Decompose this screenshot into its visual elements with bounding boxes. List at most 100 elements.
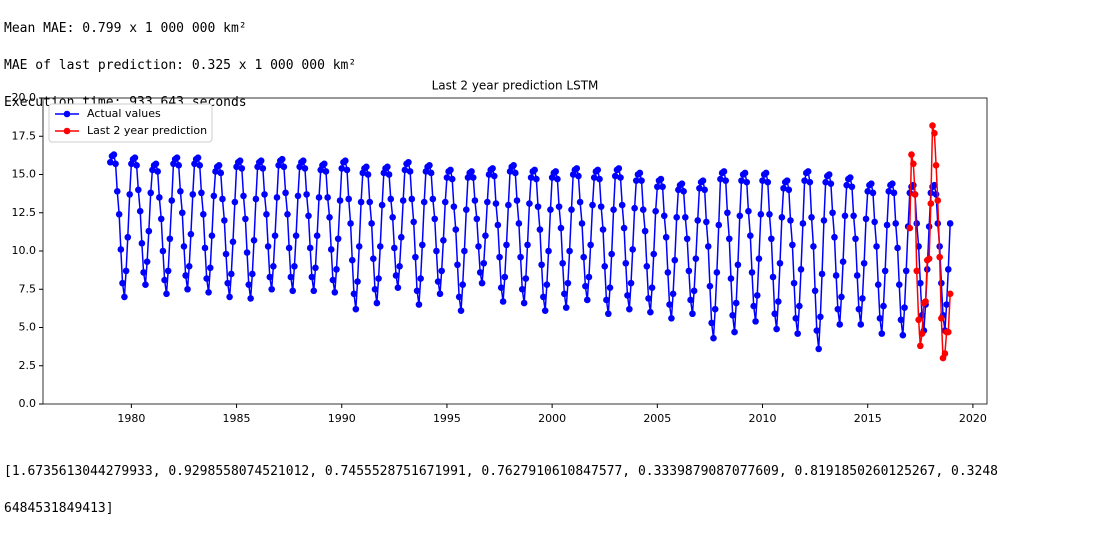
y-tick-label: 5.0 [19, 321, 37, 334]
data-point [457, 307, 465, 314]
data-point [611, 172, 619, 180]
data-point [804, 168, 812, 175]
x-tick-label: 1995 [433, 412, 461, 425]
data-point [375, 275, 382, 282]
legend-label: Last 2 year prediction [87, 124, 207, 137]
data-point [629, 246, 637, 253]
data-point [808, 214, 815, 221]
y-tick-label: 7.5 [19, 282, 37, 295]
data-point [874, 281, 882, 288]
data-point [918, 330, 926, 337]
data-point [880, 302, 887, 310]
data-point [771, 310, 779, 318]
data-point [264, 243, 272, 250]
data-point [259, 165, 267, 172]
data-point [496, 253, 503, 261]
data-point [692, 255, 700, 262]
data-point [708, 319, 715, 327]
data-point [785, 186, 793, 194]
data-point [331, 289, 339, 296]
data-point [829, 209, 836, 217]
data-point [783, 177, 791, 184]
data-point [913, 267, 921, 275]
data-point [292, 232, 300, 239]
data-point [291, 263, 298, 270]
data-point [231, 198, 239, 206]
data-point [881, 267, 889, 275]
data-point [703, 218, 710, 226]
data-point [652, 207, 659, 215]
data-point [459, 281, 467, 288]
data-point [497, 284, 505, 292]
data-point [585, 273, 593, 281]
data-point [229, 238, 237, 246]
data-point [680, 188, 687, 195]
data-point [355, 243, 363, 250]
data-point [376, 243, 384, 250]
data-point [469, 174, 477, 181]
data-point [545, 247, 552, 255]
data-point [522, 275, 530, 282]
data-point [631, 204, 638, 212]
data-point [136, 207, 144, 215]
data-point [848, 183, 856, 191]
data-point [208, 232, 216, 239]
data-point [638, 177, 645, 184]
data-point [363, 163, 370, 171]
list-output: [1.6735613044279933, 0.9298558074521012,… [4, 444, 998, 537]
data-point [745, 207, 752, 215]
data-point [518, 285, 526, 293]
data-point [494, 221, 502, 229]
data-point [603, 296, 610, 304]
data-point [452, 226, 460, 233]
data-point [660, 212, 668, 220]
data-point [408, 195, 416, 203]
chart-title: Last 2 year prediction LSTM [432, 79, 599, 93]
data-point [645, 295, 652, 302]
y-tick-label: 12.5 [12, 206, 37, 219]
data-point [143, 258, 151, 266]
data-point [799, 220, 807, 227]
data-point [417, 275, 424, 282]
data-point [205, 289, 212, 296]
data-point [706, 282, 714, 290]
data-point [846, 174, 854, 181]
data-point [662, 233, 670, 241]
data-point [426, 162, 433, 169]
data-point [180, 243, 188, 250]
data-point [461, 247, 468, 255]
data-point [860, 259, 868, 267]
data-point [121, 293, 128, 301]
data-point [178, 209, 186, 217]
data-point [336, 197, 344, 204]
data-point [273, 194, 281, 201]
data-point [934, 197, 942, 204]
data-point [475, 243, 482, 250]
data-point [489, 165, 496, 172]
data-point [617, 174, 624, 181]
data-point [412, 253, 419, 261]
data-point [639, 206, 647, 213]
data-point [810, 243, 817, 250]
data-point [790, 279, 798, 287]
data-point [194, 154, 202, 161]
data-point [853, 272, 861, 279]
data-point [632, 177, 640, 184]
data-point [226, 293, 233, 301]
data-point [561, 290, 568, 298]
data-point [163, 290, 170, 298]
data-point [329, 276, 337, 284]
data-point [673, 214, 680, 221]
data-point [250, 236, 258, 244]
data-point [401, 166, 409, 174]
data-point [147, 189, 155, 197]
data-point [683, 235, 691, 243]
data-point [397, 233, 405, 241]
data-point [895, 281, 903, 288]
data-point [347, 220, 354, 227]
data-point [434, 278, 442, 285]
data-point [622, 259, 630, 267]
data-point [526, 200, 533, 207]
data-point [555, 203, 563, 210]
data-point [757, 210, 765, 218]
